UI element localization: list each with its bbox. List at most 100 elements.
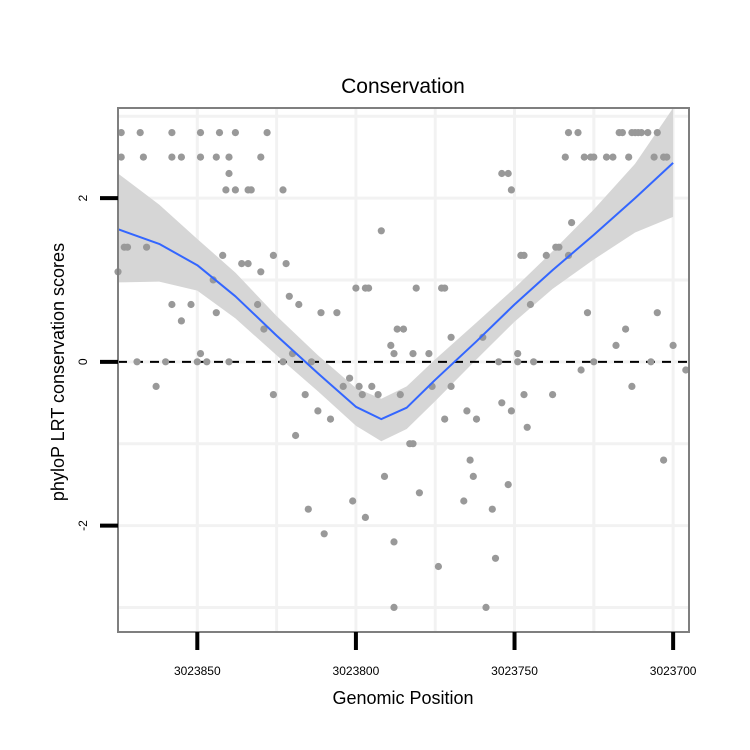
data-point	[495, 358, 503, 366]
data-point	[504, 481, 512, 489]
data-point	[612, 341, 620, 349]
confidence-ribbon-group	[118, 108, 674, 442]
data-point	[263, 129, 271, 137]
data-point	[434, 562, 442, 571]
data-point	[390, 350, 398, 358]
data-point	[590, 358, 598, 366]
data-point	[441, 415, 449, 423]
data-point	[355, 382, 363, 390]
data-point	[317, 309, 325, 317]
data-point	[177, 317, 185, 325]
data-point	[425, 350, 433, 358]
data-point	[358, 391, 366, 399]
data-point	[390, 603, 398, 612]
data-point	[568, 219, 576, 227]
data-point	[628, 382, 636, 390]
x-tick-label: 3023750	[491, 664, 538, 678]
data-point	[390, 538, 398, 546]
data-point	[555, 243, 563, 251]
data-point	[564, 129, 573, 137]
data-point	[479, 333, 487, 341]
y-tick-label: -2	[76, 520, 90, 531]
data-point	[136, 129, 144, 137]
data-point	[225, 358, 233, 366]
data-point	[460, 497, 468, 505]
data-point	[215, 129, 224, 137]
data-point	[162, 358, 170, 366]
data-point	[653, 129, 661, 137]
data-point	[644, 129, 652, 137]
data-point	[472, 415, 481, 423]
data-point	[222, 186, 230, 194]
data-point	[380, 472, 389, 480]
data-point	[377, 227, 385, 235]
data-point	[549, 391, 557, 399]
data-point	[583, 309, 592, 317]
data-point	[247, 186, 255, 194]
x-axis-title: Genomic Position	[332, 688, 473, 708]
data-point	[488, 505, 496, 513]
data-point	[346, 374, 354, 382]
data-point	[682, 366, 690, 374]
data-point	[441, 284, 449, 292]
data-point	[177, 153, 185, 161]
x-tick-label: 3023850	[174, 664, 221, 678]
data-point	[295, 300, 303, 309]
data-point	[320, 530, 328, 538]
data-point	[307, 358, 316, 366]
gridlines	[118, 108, 689, 632]
data-point	[514, 358, 522, 366]
data-point	[209, 276, 217, 284]
data-point	[396, 391, 404, 399]
data-point	[269, 391, 277, 399]
data-point	[133, 358, 141, 366]
confidence-ribbon	[118, 108, 674, 442]
data-point	[117, 153, 125, 161]
data-point	[123, 243, 132, 251]
data-point	[225, 153, 233, 161]
data-point	[254, 300, 262, 309]
data-point	[349, 497, 357, 505]
data-point	[409, 350, 417, 358]
y-tick-label: 2	[76, 194, 90, 201]
data-point	[282, 260, 290, 268]
x-tick-label: 3023800	[333, 664, 380, 678]
x-tick-label: 3023700	[650, 664, 697, 678]
data-point	[609, 153, 617, 161]
data-point	[257, 153, 265, 161]
data-point	[168, 129, 176, 137]
y-axis: 2 0 -2	[76, 194, 118, 531]
data-point	[574, 129, 582, 137]
data-point	[409, 440, 417, 448]
data-point	[590, 153, 598, 161]
data-point	[577, 366, 585, 374]
data-point	[219, 251, 227, 259]
data-point	[196, 153, 205, 161]
data-point	[469, 472, 477, 480]
data-point	[368, 382, 376, 390]
data-point	[447, 382, 455, 390]
data-point	[285, 292, 293, 300]
data-point	[231, 129, 239, 137]
data-point	[498, 169, 506, 178]
data-point	[530, 358, 538, 366]
plot-panel-border	[117, 107, 690, 633]
data-point	[542, 251, 550, 259]
data-point	[561, 153, 569, 161]
y-tick-label: 0	[76, 358, 90, 365]
data-point	[326, 415, 335, 423]
data-point	[139, 153, 147, 161]
data-point	[212, 153, 220, 161]
data-point	[301, 391, 309, 399]
data-point	[660, 456, 668, 464]
data-point	[412, 284, 420, 292]
data-point	[117, 129, 125, 137]
data-point	[304, 505, 312, 513]
data-point	[491, 554, 500, 562]
data-point	[314, 407, 322, 415]
data-point	[482, 603, 490, 612]
x-axis: 3023850 3023800 3023750 3023700	[174, 632, 697, 678]
data-point	[225, 169, 233, 178]
data-point	[447, 333, 455, 341]
